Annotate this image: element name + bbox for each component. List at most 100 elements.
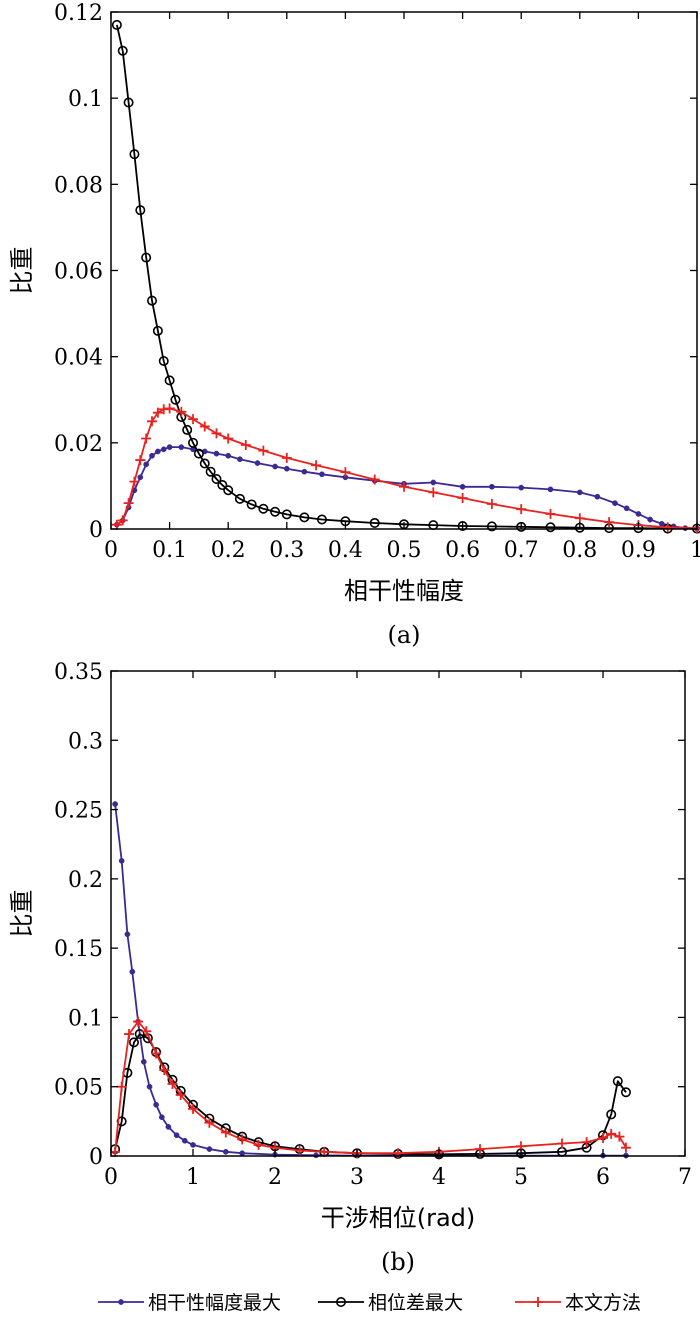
data-point-ours xyxy=(598,1132,608,1143)
data-point-coherence xyxy=(576,489,583,496)
legend-symbol-phase_diff xyxy=(335,1297,346,1308)
data-point-ours xyxy=(188,414,199,425)
data-point-phase_diff xyxy=(234,493,245,504)
data-point-coherence xyxy=(181,1137,188,1144)
legend-marker-coherence xyxy=(98,1299,144,1305)
data-point-ours xyxy=(237,1134,248,1145)
data-point-coherence xyxy=(112,801,118,807)
data-point-phase_diff xyxy=(117,45,128,56)
data-point-coherence xyxy=(160,446,167,453)
x-tick-label: 0 xyxy=(104,1165,118,1190)
y-tick-label: 0 xyxy=(89,1145,103,1170)
data-point-ours xyxy=(147,416,158,427)
x-tick-label: 0.6 xyxy=(445,538,480,563)
legend-marker-ours xyxy=(515,1297,561,1307)
legend-label-ours: 本文方法 xyxy=(565,1292,641,1314)
data-point-ours xyxy=(199,421,210,432)
data-point-ours xyxy=(606,1128,617,1139)
data-point-coherence xyxy=(155,448,161,455)
legend-symbol-coherence xyxy=(118,1299,124,1305)
data-point-ours xyxy=(369,474,380,485)
y-tick-label: 0.04 xyxy=(54,346,103,371)
data-point-ours xyxy=(117,515,128,526)
panel-a-x-axis-title: 相干性幅度 xyxy=(344,577,464,605)
y-tick-label: 0.08 xyxy=(54,173,103,198)
data-point-coherence xyxy=(518,484,525,491)
data-point-coherence xyxy=(129,968,136,975)
x-tick-label: 1 xyxy=(186,1165,200,1190)
data-point-coherence xyxy=(301,468,308,475)
data-point-phase_diff xyxy=(170,394,181,405)
data-point-ours xyxy=(574,513,585,524)
data-point-phase_diff xyxy=(211,474,222,485)
y-tick-label: 0.05 xyxy=(54,1076,103,1101)
data-point-ours xyxy=(141,433,152,444)
panel-b-plot-frame xyxy=(110,670,686,1157)
data-point-ours xyxy=(211,428,222,439)
x-tick-label: 2 xyxy=(268,1165,282,1190)
data-point-phase_diff xyxy=(486,521,497,532)
data-point-ours xyxy=(110,1146,121,1157)
data-point-coherence xyxy=(489,483,495,490)
data-point-phase_diff xyxy=(258,503,269,514)
data-point-coherence xyxy=(459,483,466,490)
data-point-coherence xyxy=(319,471,325,478)
legend-item-ours: 本文方法 xyxy=(515,1292,641,1314)
legend-label-phase-diff: 相位差最大 xyxy=(368,1292,463,1314)
x-tick-label: 0.9 xyxy=(621,538,656,563)
data-point-phase_diff xyxy=(134,1029,145,1040)
data-point-coherence xyxy=(124,931,131,938)
data-point-ours xyxy=(662,522,673,533)
data-point-phase_diff xyxy=(457,520,468,531)
data-point-phase_diff xyxy=(270,506,281,517)
panel-b: 0 1 2 3 4 5 6 7 0 0.05 0.1 0.15 0.2 0.25 0.3 0.35 干涉相位(… xyxy=(8,660,692,1276)
x-tick-label: 5 xyxy=(514,1165,528,1190)
data-point-coherence xyxy=(165,1124,172,1130)
y-tick-label: 0.15 xyxy=(54,937,103,962)
data-point-ours xyxy=(253,1139,264,1150)
panel-b-caption: (b) xyxy=(381,1248,415,1276)
panel-a-ticks-layer: 0 0.1 0.2 0.3 0.4 0.5 0.6 0.7 0.8 0.9 1 0 0.02 0.04 0.… xyxy=(54,1,700,563)
data-point-ours xyxy=(428,487,439,498)
series-ours xyxy=(111,403,700,534)
data-point-coherence xyxy=(222,1148,229,1155)
data-point-phase_diff xyxy=(135,205,146,216)
y-tick-label: 0.25 xyxy=(54,799,103,824)
data-point-ours xyxy=(123,498,134,509)
data-point-phase_diff xyxy=(164,375,175,386)
data-point-phase_diff xyxy=(545,522,556,533)
data-point-coherence xyxy=(283,465,290,472)
panel-b-y-axis-title: 比重 xyxy=(8,890,36,938)
y-tick-label: 0.1 xyxy=(68,87,103,112)
data-point-ours xyxy=(164,403,175,414)
data-point-phase_diff xyxy=(246,499,257,510)
data-point-coherence xyxy=(190,1142,196,1148)
data-point-ours xyxy=(141,1026,152,1037)
data-point-coherence xyxy=(149,452,155,459)
data-point-ours xyxy=(614,1131,625,1142)
data-point-ours xyxy=(135,455,146,466)
data-point-phase_diff xyxy=(152,325,163,336)
data-point-coherence xyxy=(623,505,630,512)
data-point-coherence xyxy=(225,452,232,459)
data-point-phase_diff xyxy=(158,355,169,366)
series-line-phase_diff xyxy=(116,24,697,530)
data-point-ours xyxy=(486,499,497,510)
data-point-phase_diff xyxy=(620,1087,631,1098)
data-point-ours xyxy=(167,1078,178,1089)
data-point-phase_diff xyxy=(147,295,158,306)
data-point-phase_diff xyxy=(193,448,204,459)
data-point-coherence xyxy=(166,444,173,450)
data-point-ours xyxy=(258,445,269,456)
x-tick-label: 7 xyxy=(678,1165,692,1190)
data-point-coherence xyxy=(178,444,185,450)
data-point-ours xyxy=(294,1145,305,1156)
data-point-coherence xyxy=(143,461,150,468)
data-point-ours xyxy=(319,1146,330,1157)
data-point-coherence xyxy=(118,857,125,864)
data-point-coherence xyxy=(173,1132,180,1139)
x-tick-label: 3 xyxy=(350,1165,364,1190)
y-tick-label: 0.2 xyxy=(68,868,103,893)
